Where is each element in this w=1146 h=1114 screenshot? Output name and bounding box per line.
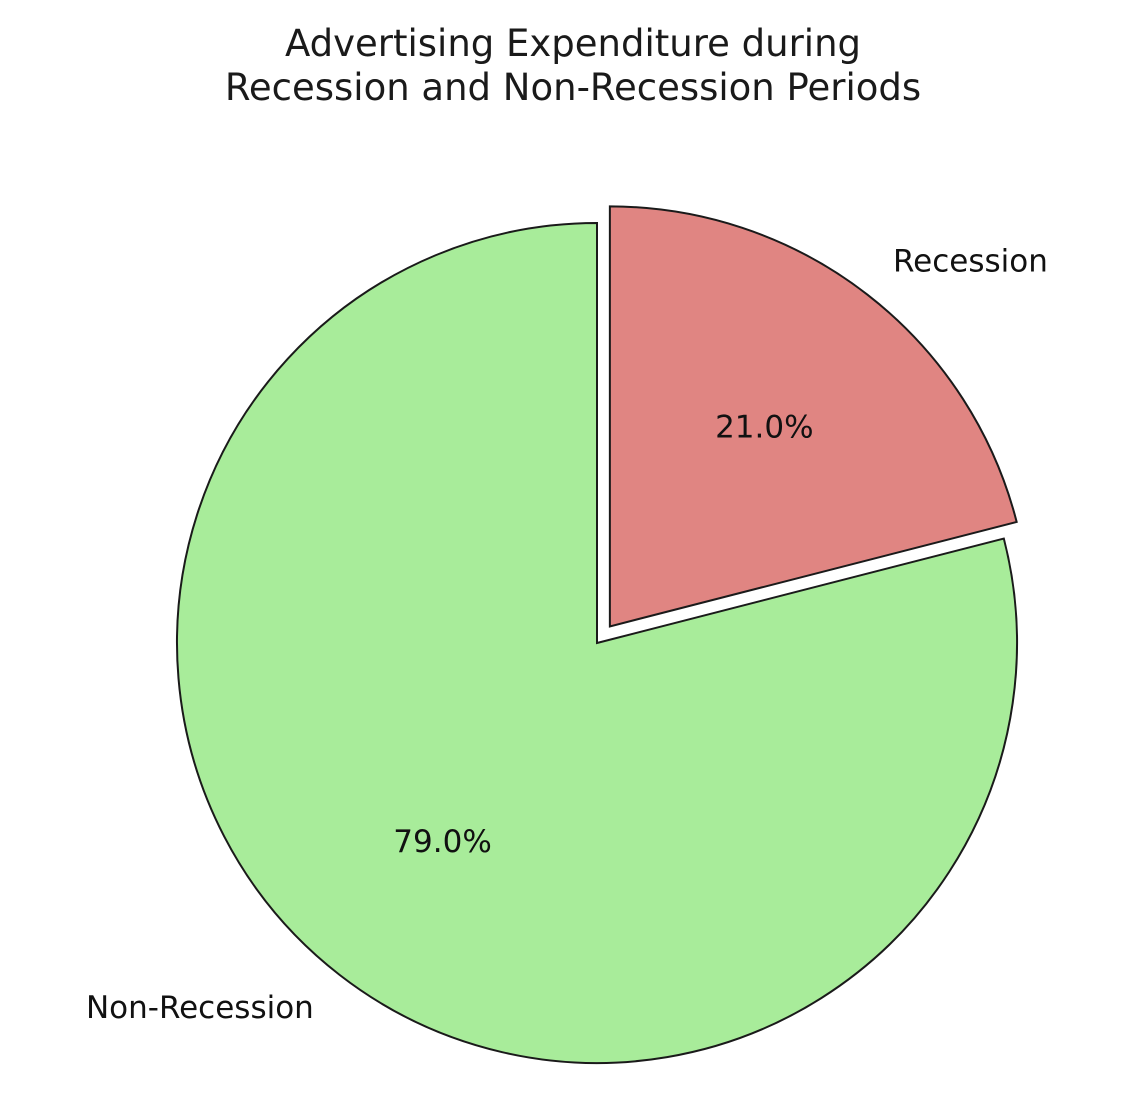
pie-category-label-non-recession: Non-Recession xyxy=(86,990,314,1026)
pie-pct-label-recession: 21.0% xyxy=(715,409,813,445)
pie-category-label-recession: Recession xyxy=(893,243,1048,279)
chart-title-line-1: Advertising Expenditure during xyxy=(284,22,862,65)
pie-slice-non-recession xyxy=(175,221,1018,1064)
pie-slice-recession xyxy=(608,205,1018,628)
chart-title-line-2: Recession and Non-Recession Periods xyxy=(224,66,922,109)
pie-pct-label-non-recession: 79.0% xyxy=(393,824,491,860)
chart-title: Advertising Expenditure during Recession… xyxy=(0,22,1146,110)
